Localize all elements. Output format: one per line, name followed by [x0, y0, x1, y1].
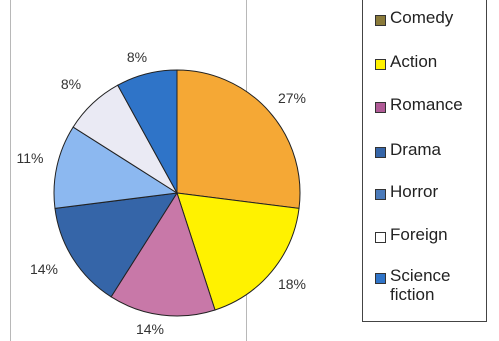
legend-item: Foreign [375, 225, 482, 244]
legend-label: Drama [390, 140, 442, 159]
slice-percent-label: 14% [30, 261, 58, 277]
slice-percent-label: 27% [278, 90, 306, 106]
pie-slice-horror [53, 126, 179, 209]
legend-label: Horror [390, 182, 439, 201]
legend-label: Romance [390, 95, 463, 114]
legend-item: Action [375, 52, 482, 71]
legend-label: Comedy [390, 8, 454, 27]
pie-slice-romance [110, 191, 216, 317]
legend-item: Horror [375, 182, 482, 201]
legend-item: Romance [375, 95, 482, 114]
legend-item: Comedy [375, 8, 482, 27]
legend-item: Science fiction [375, 266, 482, 304]
legend-swatch [375, 102, 386, 113]
pie-slice-drama [54, 192, 178, 298]
legend-swatch [375, 147, 386, 158]
slice-percent-label: 18% [278, 276, 306, 292]
pie-slice-comedy [176, 69, 301, 209]
slice-percent-label: 11% [17, 150, 44, 166]
legend-label: Foreign [390, 225, 448, 244]
legend-label: Action [390, 52, 438, 71]
legend-swatch [375, 15, 386, 26]
legend-item: Drama [375, 140, 482, 159]
pie-slice-action [176, 192, 300, 311]
slice-percent-label: 8% [127, 49, 147, 65]
slice-percent-label: 8% [61, 76, 81, 92]
pie-slice-science-fiction [117, 69, 178, 194]
legend: Comedy Action Romance Drama Horror Foreign Sci… [362, 0, 487, 322]
legend-swatch [375, 189, 386, 200]
legend-swatch [375, 273, 386, 284]
slice-percent-label: 14% [136, 321, 164, 337]
legend-swatch [375, 232, 386, 243]
frame-left-line [10, 0, 11, 341]
legend-label: Science fiction [390, 266, 451, 304]
legend-swatch [375, 59, 386, 70]
